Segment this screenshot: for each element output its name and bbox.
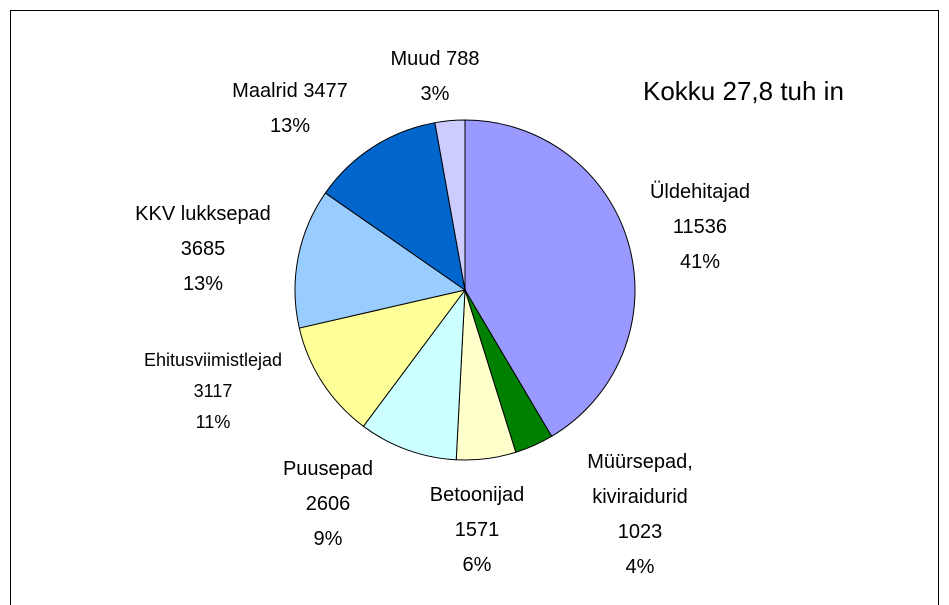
category-label: Üldehitajad xyxy=(649,181,751,203)
value-label: 3117 xyxy=(193,381,233,401)
slice-label: Betoonijad 1571 6% xyxy=(377,478,577,583)
slice-label: Ehitusviimistlejad 3117 11% xyxy=(103,345,323,438)
pie-slice xyxy=(434,119,466,291)
percent-label: 6% xyxy=(462,554,492,576)
percent-label: 13% xyxy=(182,273,224,295)
slice-label: Puusepad 2606 9% xyxy=(228,452,428,557)
category-label: Puusepad xyxy=(282,458,374,480)
value-label: 1023 xyxy=(617,521,663,543)
percent-label: 3% xyxy=(420,83,450,105)
pie-slice xyxy=(324,122,466,292)
value-label: 3477 xyxy=(303,80,348,102)
category-label: Maalrid xyxy=(232,80,298,102)
percent-label: 4% xyxy=(625,556,655,578)
slice-label: Maalrid 3477 13% xyxy=(180,74,400,144)
category-label: Muud xyxy=(390,48,441,70)
percent-label: 41% xyxy=(679,251,721,273)
slice-label: Müürsepad, kiviraidurid 1023 4% xyxy=(555,445,725,585)
category-label: Müürsepad, kiviraidurid xyxy=(587,451,693,508)
pie-slice xyxy=(464,119,636,437)
slice-label: Üldehitajad 11536 41% xyxy=(600,175,800,280)
value-label: 788 xyxy=(446,48,480,70)
value-label: 11536 xyxy=(672,216,728,238)
percent-label: 9% xyxy=(313,528,343,550)
chart-frame xyxy=(10,10,939,605)
pie-slice xyxy=(298,289,467,427)
value-label: 3685 xyxy=(180,238,226,260)
pie-slice xyxy=(362,288,466,461)
category-label: Betoonijad xyxy=(429,484,525,506)
percent-label: 11% xyxy=(195,412,231,432)
slice-label: KKV lukksepad 3685 13% xyxy=(93,197,313,302)
category-label: Ehitusviimistlejad xyxy=(143,350,283,370)
pie-slice xyxy=(294,192,467,329)
percent-label: 13% xyxy=(269,115,311,137)
annotation: Kokku 27,8 tuh in xyxy=(643,76,844,106)
slice-label: Muud 788 3% xyxy=(335,42,535,112)
value-label: 1571 xyxy=(454,519,500,541)
value-label: 2606 xyxy=(305,493,351,515)
category-label: KKV lukksepad xyxy=(135,203,271,225)
